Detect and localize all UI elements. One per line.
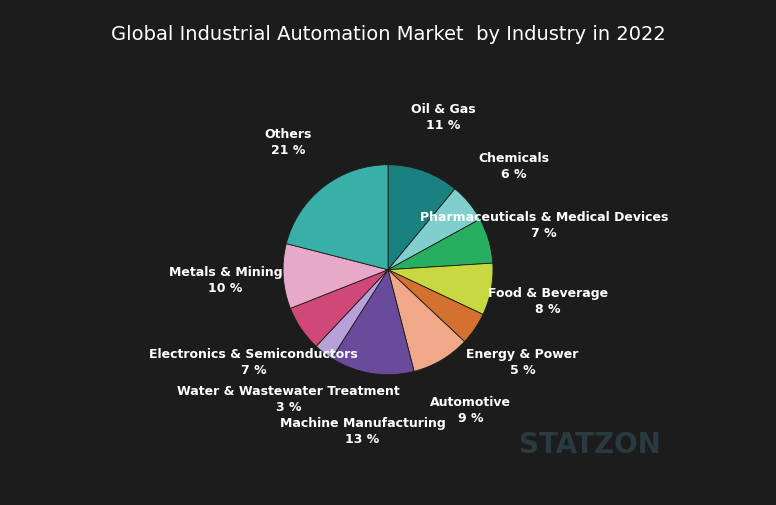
Text: Global Industrial Automation Market  by Industry in 2022: Global Industrial Automation Market by I… <box>111 25 665 44</box>
Text: Others
21 %: Others 21 % <box>265 127 312 157</box>
Text: Energy & Power
5 %: Energy & Power 5 % <box>466 347 579 376</box>
Wedge shape <box>388 264 493 315</box>
Text: Automotive
9 %: Automotive 9 % <box>431 395 511 424</box>
Text: Chemicals
6 %: Chemicals 6 % <box>478 152 549 181</box>
Wedge shape <box>388 220 493 270</box>
Text: STATZON: STATZON <box>519 430 660 459</box>
Wedge shape <box>316 270 388 359</box>
Text: Food & Beverage
8 %: Food & Beverage 8 % <box>488 286 608 315</box>
Text: Metals & Mining
10 %: Metals & Mining 10 % <box>168 266 282 295</box>
Wedge shape <box>388 270 483 342</box>
Wedge shape <box>283 244 388 309</box>
Wedge shape <box>388 270 465 372</box>
Wedge shape <box>388 166 455 270</box>
Wedge shape <box>332 270 414 375</box>
Text: Electronics & Semiconductors
7 %: Electronics & Semiconductors 7 % <box>149 347 358 376</box>
Wedge shape <box>286 166 388 270</box>
Text: Pharmaceuticals & Medical Devices
7 %: Pharmaceuticals & Medical Devices 7 % <box>420 211 668 239</box>
Wedge shape <box>290 270 388 346</box>
Wedge shape <box>388 189 480 270</box>
Text: Machine Manufacturing
13 %: Machine Manufacturing 13 % <box>279 416 445 445</box>
Text: Water & Wastewater Treatment
3 %: Water & Wastewater Treatment 3 % <box>177 384 400 413</box>
Text: Oil & Gas
11 %: Oil & Gas 11 % <box>411 103 476 132</box>
